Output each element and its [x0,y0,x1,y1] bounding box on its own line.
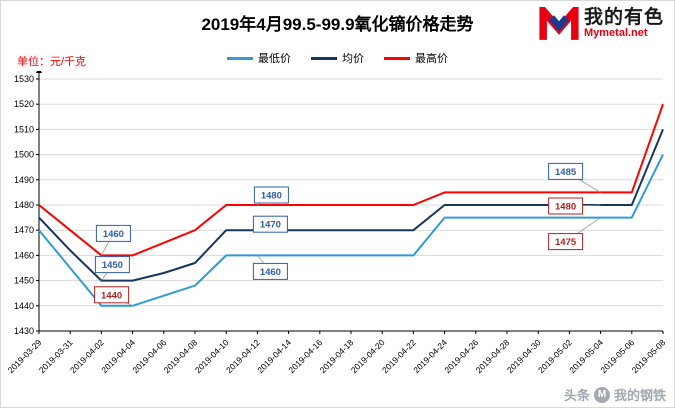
annotation-box [253,186,289,204]
annotation-value: 1480 [555,202,576,213]
watermark-suffix: 我的钢铁 [613,388,666,403]
y-axis-label: 1490 [14,175,34,185]
y-axis-label: 1430 [14,326,34,336]
legend-item: 均价 [311,50,364,66]
legend-line-swatch [227,56,253,60]
y-axis-label: 1500 [14,150,34,160]
annotation-value: 1470 [260,220,281,231]
legend-item: 最高价 [384,50,448,66]
series-line-最低价 [38,154,664,307]
y-axis-label: 1510 [14,124,34,134]
x-axis-label: 2019-05-08 [630,337,668,375]
y-axis-label: 1460 [14,250,34,260]
y-axis-label: 1520 [14,99,34,109]
annotation-box [94,286,130,304]
legend-line-swatch [311,56,337,60]
annotation-box [548,162,584,180]
y-axis-label: 1440 [14,301,34,311]
annotation-value: 1475 [555,237,577,248]
annotation-box [95,224,131,242]
legend-line-swatch [384,56,410,60]
mysteel-circle-icon: M [593,386,610,403]
unit-label: 单位：元/千克 [17,56,87,68]
annotation-value: 1485 [555,167,577,178]
annotation-box [548,233,584,251]
plot-area: 1430 1440 1450 1460 1470 1480 1490 1500 1510 1520… [1,67,674,407]
legend-label: 最高价 [415,53,448,65]
mymetal-logo: 我的有色 Mymetal.net [539,7,664,41]
price-line-chart: 1430 1440 1450 1460 1470 1480 1490 1500 1510 1520… [6,67,668,375]
legend-label: 均价 [342,53,364,65]
y-axis-label: 1470 [14,225,34,235]
legend-label: 最低价 [258,53,291,65]
y-axis-label: 1530 [14,74,34,84]
annotation-value: 1450 [102,260,123,271]
toutiao-watermark: 头条 M 我的钢铁 [564,385,666,404]
y-axis-label: 1450 [14,276,34,286]
mymetal-m-icon [539,7,579,40]
annotation-box [252,262,288,280]
annotation-box [252,215,288,233]
logo-brand-name: 我的有色 [583,7,664,29]
y-axis-arrow [36,67,42,73]
watermark-prefix: 头条 [563,388,590,403]
annotation-box [94,256,130,274]
annotation-value: 1460 [260,267,281,278]
y-axis-label: 1480 [14,200,34,210]
legend: 最低价 均价 最高价 [1,50,674,66]
annotation-value: 1460 [103,229,124,240]
annotation-box [548,197,584,215]
annotation-value: 1480 [261,191,282,202]
legend-item: 最低价 [227,50,291,66]
logo-site-name: Mymetal.net [583,27,648,40]
annotation-value: 1440 [101,290,122,301]
series-line-最高价 [38,103,664,257]
chart-title: 2019年4月99.5-99.9氧化镝价格走势 [201,15,474,34]
